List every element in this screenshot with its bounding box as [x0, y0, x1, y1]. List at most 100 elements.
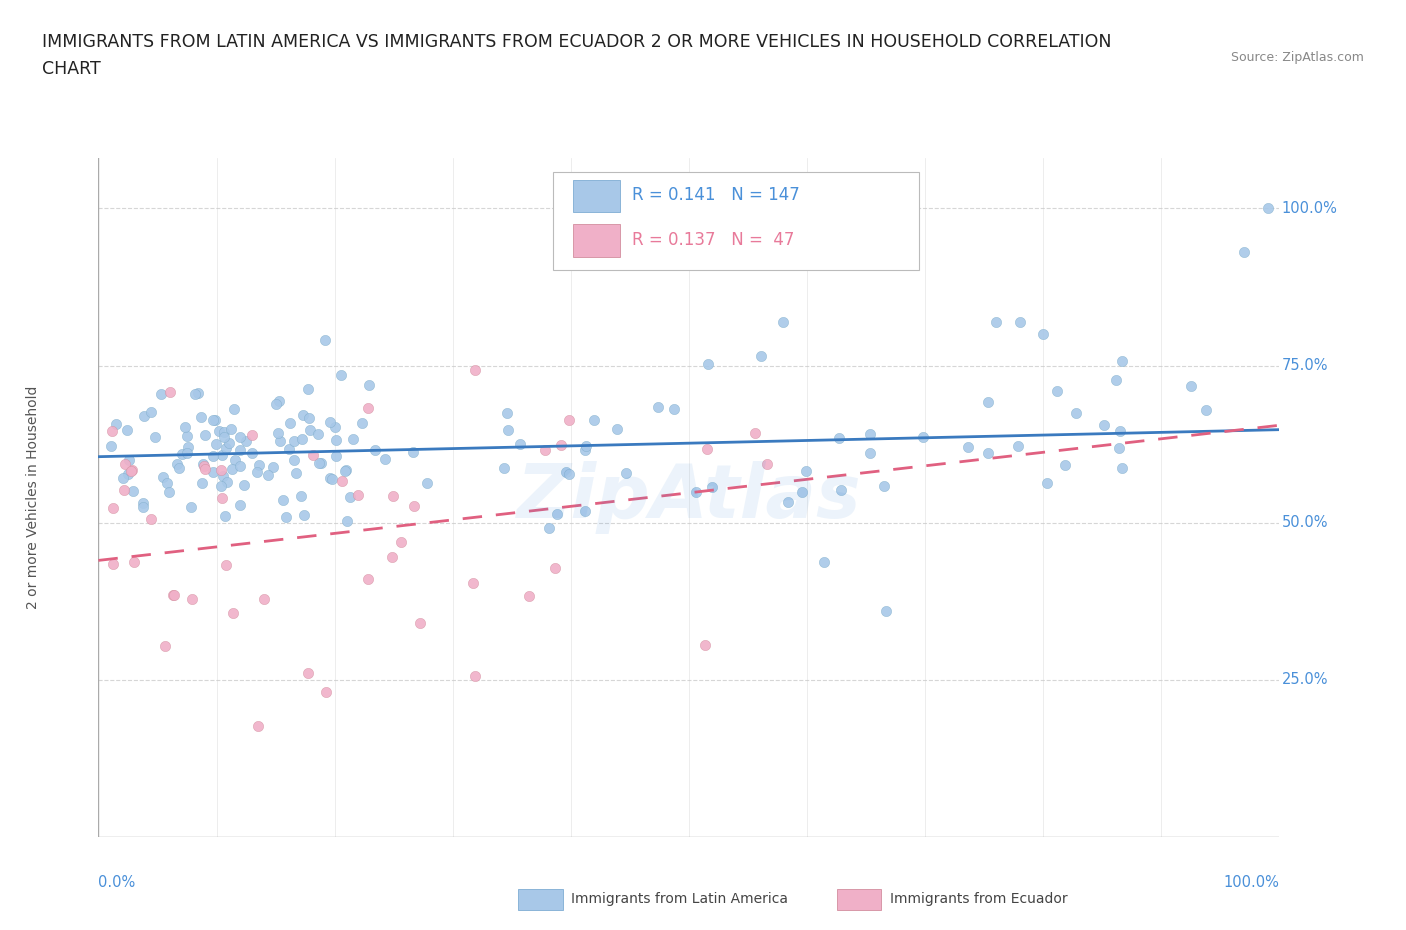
Point: [235, 433, 257, 448]
Point: [363, 443, 385, 458]
Point: [112, 483, 135, 498]
Point: [614, 465, 637, 480]
Point: [302, 447, 325, 462]
Point: [647, 400, 669, 415]
Point: [537, 520, 560, 535]
Point: [162, 587, 184, 602]
Text: 100.0%: 100.0%: [1282, 201, 1337, 216]
Point: [283, 453, 305, 468]
Point: [911, 430, 934, 445]
Point: [662, 402, 685, 417]
Bar: [574, 179, 620, 212]
Point: [749, 349, 772, 364]
Point: [555, 465, 578, 480]
Point: [402, 445, 425, 459]
Point: [122, 554, 145, 569]
Point: [215, 558, 238, 573]
Point: [391, 535, 413, 550]
Point: [143, 430, 166, 445]
Point: [267, 393, 290, 408]
Point: [209, 478, 232, 493]
Text: Immigrants from Ecuador: Immigrants from Ecuador: [890, 893, 1067, 907]
Point: [323, 419, 346, 434]
Point: [976, 445, 998, 460]
Point: [285, 466, 308, 481]
Point: [297, 382, 319, 397]
Point: [105, 416, 128, 431]
Point: [696, 442, 718, 457]
Point: [211, 448, 233, 463]
Point: [346, 487, 368, 502]
Point: [543, 560, 565, 575]
Point: [1036, 475, 1059, 490]
Point: [211, 491, 233, 506]
Point: [330, 368, 353, 383]
Point: [247, 458, 270, 472]
Point: [464, 669, 486, 684]
Point: [180, 500, 202, 515]
Point: [202, 412, 225, 427]
Point: [204, 413, 226, 428]
Bar: [837, 889, 882, 910]
Point: [321, 472, 343, 486]
Bar: [574, 224, 620, 257]
Point: [100, 439, 122, 454]
Text: 100.0%: 100.0%: [1223, 875, 1279, 890]
Point: [190, 409, 212, 424]
Point: [381, 488, 404, 503]
Point: [697, 356, 720, 371]
Point: [101, 557, 124, 572]
Point: [114, 457, 136, 472]
Point: [984, 314, 1007, 329]
Point: [464, 363, 486, 378]
Point: [176, 445, 198, 460]
Point: [297, 666, 319, 681]
Point: [574, 503, 596, 518]
Point: [1180, 379, 1202, 393]
Point: [162, 588, 184, 603]
Text: ZipAtlas: ZipAtlas: [516, 461, 862, 534]
Point: [229, 498, 252, 512]
Point: [157, 485, 180, 499]
Point: [121, 462, 143, 477]
Point: [240, 428, 263, 443]
Point: [778, 495, 800, 510]
Point: [416, 475, 439, 490]
Text: Immigrants from Latin America: Immigrants from Latin America: [571, 893, 787, 907]
Text: 50.0%: 50.0%: [1282, 515, 1329, 530]
Point: [101, 423, 124, 438]
Text: CHART: CHART: [42, 60, 101, 78]
Bar: [517, 889, 562, 910]
Point: [307, 427, 329, 442]
Point: [335, 462, 357, 477]
Point: [977, 394, 1000, 409]
Point: [211, 469, 233, 484]
Point: [1053, 458, 1076, 472]
Point: [575, 439, 598, 454]
Point: [240, 445, 263, 460]
Point: [187, 386, 209, 401]
Point: [509, 437, 531, 452]
Point: [150, 387, 173, 402]
Point: [298, 423, 321, 438]
Point: [159, 384, 181, 399]
Point: [582, 413, 605, 428]
Point: [1007, 438, 1029, 453]
Point: [262, 459, 284, 474]
Point: [314, 332, 336, 347]
Point: [170, 446, 193, 461]
Point: [224, 401, 246, 416]
Text: 75.0%: 75.0%: [1282, 358, 1329, 373]
Point: [574, 443, 596, 458]
Point: [1109, 423, 1132, 438]
Point: [1111, 354, 1133, 369]
Point: [498, 422, 520, 437]
Point: [333, 464, 356, 479]
Point: [141, 512, 163, 526]
Point: [212, 424, 235, 439]
Point: [1195, 402, 1218, 417]
Point: [339, 489, 361, 504]
Point: [873, 479, 896, 494]
Point: [534, 443, 557, 458]
Point: [1108, 441, 1130, 456]
